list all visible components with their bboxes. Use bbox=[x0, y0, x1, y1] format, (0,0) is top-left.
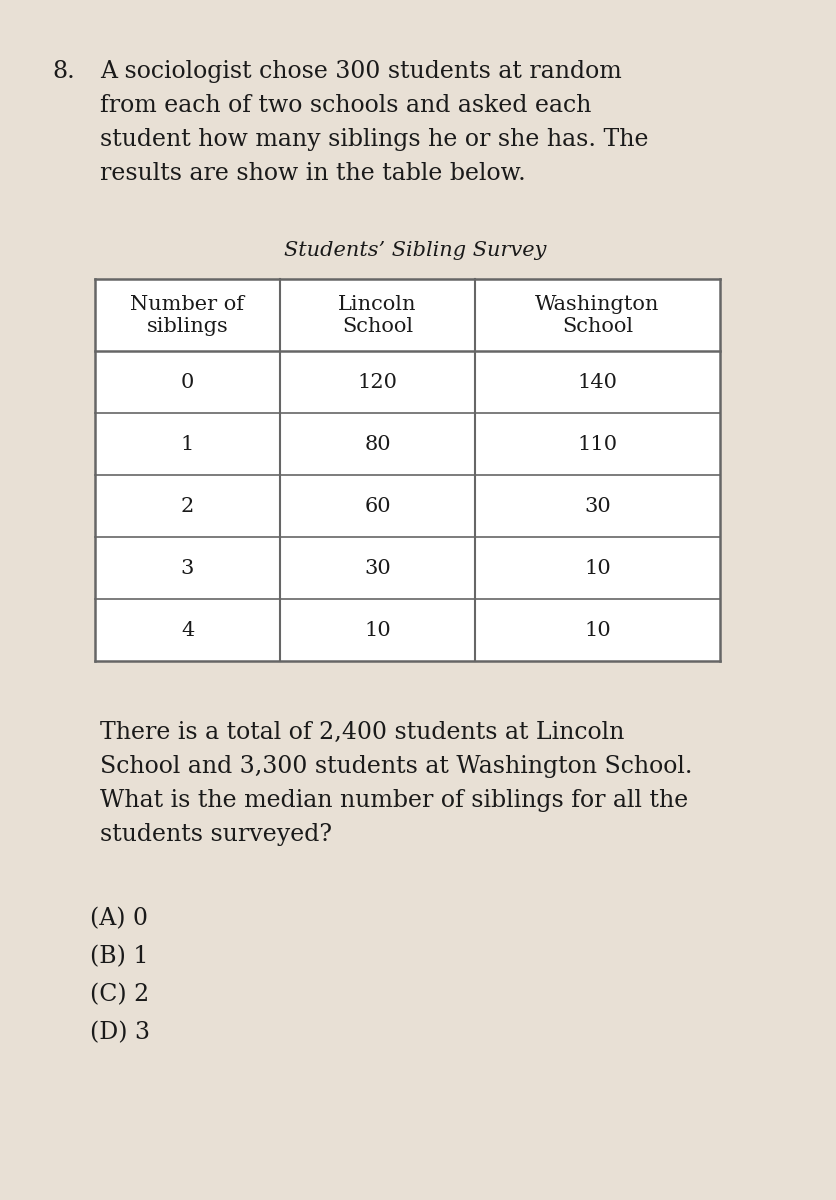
Text: 10: 10 bbox=[584, 620, 611, 640]
Bar bbox=[95, 278, 720, 661]
Text: School and 3,300 students at Washington School.: School and 3,300 students at Washington … bbox=[100, 755, 692, 778]
Text: 10: 10 bbox=[584, 558, 611, 577]
Text: students surveyed?: students surveyed? bbox=[100, 823, 332, 846]
Text: 2: 2 bbox=[181, 497, 194, 516]
Text: There is a total of 2,400 students at Lincoln: There is a total of 2,400 students at Li… bbox=[100, 721, 624, 744]
Text: A sociologist chose 300 students at random: A sociologist chose 300 students at rand… bbox=[100, 60, 622, 83]
Text: 110: 110 bbox=[578, 434, 618, 454]
Text: results are show in the table below.: results are show in the table below. bbox=[100, 162, 526, 185]
Text: 8.: 8. bbox=[52, 60, 74, 83]
Text: (A) 0: (A) 0 bbox=[90, 907, 148, 930]
Text: student how many siblings he or she has. The: student how many siblings he or she has.… bbox=[100, 128, 649, 151]
Text: (C) 2: (C) 2 bbox=[90, 983, 150, 1006]
Text: 60: 60 bbox=[364, 497, 390, 516]
Text: 30: 30 bbox=[364, 558, 391, 577]
Text: 120: 120 bbox=[358, 372, 397, 391]
Text: 10: 10 bbox=[364, 620, 391, 640]
Text: from each of two schools and asked each: from each of two schools and asked each bbox=[100, 94, 591, 116]
Text: Lincoln
School: Lincoln School bbox=[339, 294, 417, 336]
Text: 80: 80 bbox=[364, 434, 390, 454]
Text: 4: 4 bbox=[181, 620, 194, 640]
Text: Students’ Sibling Survey: Students’ Sibling Survey bbox=[283, 241, 546, 260]
Text: Washington
School: Washington School bbox=[535, 294, 660, 336]
Text: 0: 0 bbox=[181, 372, 194, 391]
Text: 1: 1 bbox=[181, 434, 194, 454]
Text: What is the median number of siblings for all the: What is the median number of siblings fo… bbox=[100, 790, 688, 812]
Text: 3: 3 bbox=[181, 558, 194, 577]
Text: (B) 1: (B) 1 bbox=[90, 946, 149, 968]
Text: 140: 140 bbox=[578, 372, 618, 391]
Text: (D) 3: (D) 3 bbox=[90, 1021, 150, 1044]
Text: 30: 30 bbox=[584, 497, 611, 516]
Text: Number of
siblings: Number of siblings bbox=[130, 294, 244, 336]
